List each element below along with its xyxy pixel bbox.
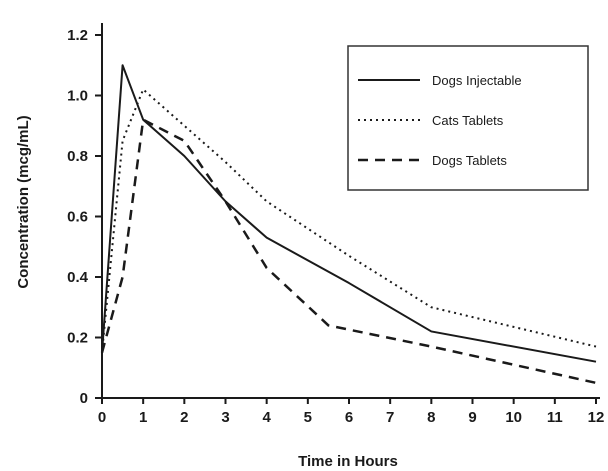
y-tick-label: 1.2 xyxy=(67,27,88,44)
legend-label-dogs-injectable: Dogs Injectable xyxy=(432,73,522,88)
x-tick-label: 5 xyxy=(304,409,312,426)
x-tick-label: 4 xyxy=(262,409,271,426)
x-tick-label: 8 xyxy=(427,409,435,426)
x-tick-label: 12 xyxy=(588,409,605,426)
legend-label-cats-tablets: Cats Tablets xyxy=(432,113,504,128)
legend: Dogs Injectable Cats Tablets Dogs Tablet… xyxy=(347,45,589,191)
x-tick-label: 1 xyxy=(139,409,147,426)
x-tick-label: 0 xyxy=(98,409,106,426)
x-tick-label: 3 xyxy=(221,409,229,426)
x-tick-label: 7 xyxy=(386,409,394,426)
x-tick-label: 11 xyxy=(547,409,563,426)
x-axis-title: Time in Hours xyxy=(298,453,398,470)
y-axis-ticks: 0 0.2 0.4 0.6 0.8 1.0 1.2 xyxy=(67,27,102,407)
y-axis-title: Concentration (mcg/mL) xyxy=(15,115,32,288)
y-tick-label: 0.4 xyxy=(67,269,89,286)
x-tick-label: 10 xyxy=(505,409,522,426)
y-tick-label: 0.6 xyxy=(67,209,88,226)
legend-label-dogs-tablets: Dogs Tablets xyxy=(432,153,507,168)
x-tick-label: 6 xyxy=(345,409,353,426)
y-tick-label: 1.0 xyxy=(67,88,88,105)
x-tick-label: 2 xyxy=(180,409,188,426)
y-tick-label: 0.2 xyxy=(67,330,88,347)
legend-box xyxy=(347,45,589,191)
x-tick-label: 9 xyxy=(468,409,476,426)
plot-area: 0 1 2 3 4 5 6 7 8 9 10 11 12 00.20.40.60.81.01.2 xyxy=(67,23,604,426)
series-lines xyxy=(100,64,597,385)
y-tick-label: 0.8 xyxy=(67,148,88,165)
y-tick-label: 0 xyxy=(80,390,88,407)
series-line-dogs-injectable xyxy=(101,64,597,363)
x-axis-ticks: 0 1 2 3 4 5 6 7 8 9 10 11 12 xyxy=(98,398,605,426)
